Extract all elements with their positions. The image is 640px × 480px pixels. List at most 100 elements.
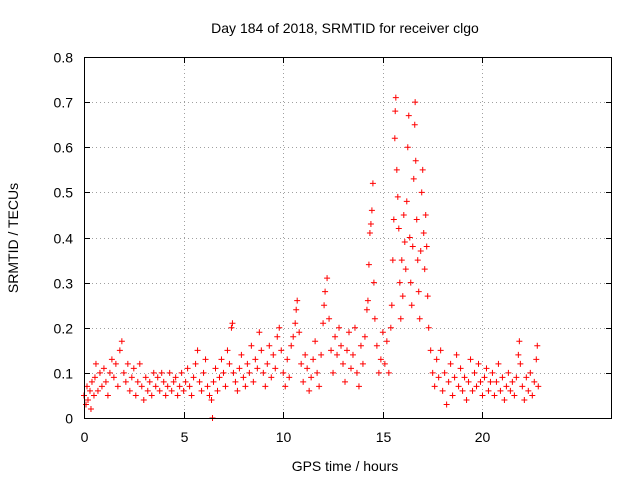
data-point-marker bbox=[405, 112, 412, 119]
data-point-marker bbox=[244, 360, 251, 367]
data-point-marker bbox=[427, 347, 434, 354]
data-point-marker bbox=[96, 369, 103, 376]
data-point-marker bbox=[465, 378, 472, 385]
data-point-marker bbox=[226, 360, 233, 367]
data-point-marker bbox=[112, 360, 119, 367]
y-axis-label: SRMTID / TECUs bbox=[5, 183, 21, 293]
data-point-marker bbox=[106, 369, 113, 376]
data-point-marker bbox=[124, 360, 131, 367]
data-point-marker bbox=[493, 378, 500, 385]
data-point-marker bbox=[527, 369, 534, 376]
data-point-marker bbox=[322, 288, 329, 295]
data-point-marker bbox=[364, 297, 371, 304]
data-point-marker bbox=[395, 225, 402, 232]
grid-layer bbox=[84, 57, 612, 418]
data-point-marker bbox=[292, 320, 299, 327]
data-point-marker bbox=[418, 189, 425, 196]
data-point-marker bbox=[162, 392, 169, 399]
data-point-marker bbox=[400, 211, 407, 218]
data-point-marker bbox=[108, 356, 115, 363]
data-point-marker bbox=[533, 356, 540, 363]
x-tick-label: 0 bbox=[81, 429, 89, 445]
data-point-marker bbox=[150, 369, 157, 376]
data-point-marker bbox=[477, 378, 484, 385]
data-point-marker bbox=[132, 392, 139, 399]
data-point-marker bbox=[441, 369, 448, 376]
data-point-marker bbox=[98, 383, 105, 390]
data-point-marker bbox=[154, 374, 161, 381]
data-point-marker bbox=[495, 360, 502, 367]
data-point-marker bbox=[288, 342, 295, 349]
data-point-marker bbox=[499, 374, 506, 381]
data-point-marker bbox=[252, 356, 259, 363]
points-layer bbox=[81, 94, 542, 421]
data-point-marker bbox=[128, 374, 135, 381]
data-point-marker bbox=[424, 293, 431, 300]
data-point-marker bbox=[338, 342, 345, 349]
data-point-marker bbox=[396, 279, 403, 286]
data-point-marker bbox=[417, 248, 424, 255]
data-point-marker bbox=[489, 369, 496, 376]
data-point-marker bbox=[377, 356, 384, 363]
data-point-marker bbox=[248, 342, 255, 349]
data-point-marker bbox=[188, 392, 195, 399]
data-point-marker bbox=[196, 378, 203, 385]
data-point-marker bbox=[485, 387, 492, 394]
data-point-marker bbox=[222, 383, 229, 390]
data-point-marker bbox=[412, 99, 419, 106]
data-point-marker bbox=[122, 378, 129, 385]
data-point-marker bbox=[332, 333, 339, 340]
data-point-marker bbox=[168, 387, 175, 394]
y-tick-label: 0.6 bbox=[54, 140, 74, 156]
data-point-marker bbox=[293, 306, 300, 313]
data-point-marker bbox=[214, 387, 221, 394]
data-point-marker bbox=[511, 392, 518, 399]
data-point-marker bbox=[200, 369, 207, 376]
data-point-marker bbox=[507, 387, 514, 394]
data-point-marker bbox=[414, 257, 421, 264]
data-point-marker bbox=[170, 378, 177, 385]
data-point-marker bbox=[94, 387, 101, 394]
data-point-marker bbox=[236, 365, 243, 372]
data-point-marker bbox=[158, 369, 165, 376]
data-point-marker bbox=[238, 351, 245, 358]
data-point-marker bbox=[224, 347, 231, 354]
data-point-marker bbox=[218, 356, 225, 363]
data-point-marker bbox=[363, 306, 370, 313]
data-point-marker bbox=[421, 266, 428, 273]
data-point-marker bbox=[517, 360, 524, 367]
data-point-marker bbox=[278, 347, 285, 354]
data-point-marker bbox=[130, 365, 137, 372]
data-point-marker bbox=[204, 383, 211, 390]
data-point-marker bbox=[166, 369, 173, 376]
data-point-marker bbox=[437, 347, 444, 354]
data-point-marker bbox=[370, 279, 377, 286]
data-point-marker bbox=[140, 396, 147, 403]
data-point-marker bbox=[392, 108, 399, 115]
data-point-marker bbox=[210, 378, 217, 385]
data-point-marker bbox=[316, 383, 323, 390]
x-tick-label: 10 bbox=[276, 429, 292, 445]
data-point-marker bbox=[435, 374, 442, 381]
data-point-marker bbox=[134, 378, 141, 385]
data-point-marker bbox=[174, 392, 181, 399]
data-point-marker bbox=[345, 329, 352, 336]
data-point-marker bbox=[505, 369, 512, 376]
data-point-marker bbox=[487, 378, 494, 385]
data-point-marker bbox=[182, 378, 189, 385]
y-tick-label: 0.3 bbox=[54, 276, 74, 292]
data-point-marker bbox=[457, 365, 464, 372]
data-point-marker bbox=[334, 351, 341, 358]
data-point-marker bbox=[314, 369, 321, 376]
data-point-marker bbox=[447, 360, 454, 367]
x-tick-label: 15 bbox=[376, 429, 392, 445]
data-point-marker bbox=[381, 360, 388, 367]
data-point-marker bbox=[190, 374, 197, 381]
data-point-marker bbox=[186, 383, 193, 390]
data-point-marker bbox=[401, 239, 408, 246]
data-point-marker bbox=[351, 324, 358, 331]
data-point-marker bbox=[340, 360, 347, 367]
data-point-marker bbox=[406, 234, 413, 241]
data-point-marker bbox=[366, 229, 373, 236]
data-point-marker bbox=[390, 216, 397, 223]
